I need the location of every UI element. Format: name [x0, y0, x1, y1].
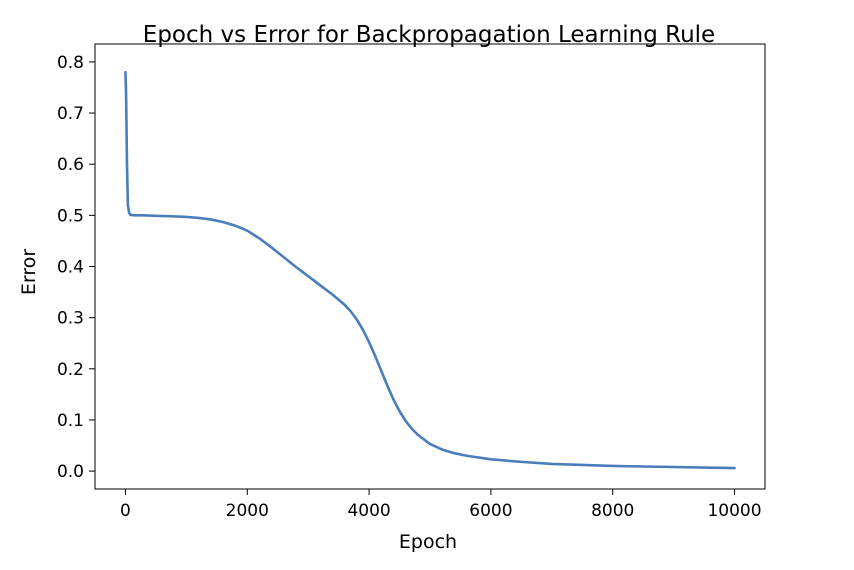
x-tick-label: 6000 — [469, 501, 512, 521]
y-tick-label: 0.8 — [57, 53, 84, 73]
y-tick-label: 0.1 — [57, 411, 84, 431]
x-axis-label: Epoch — [399, 531, 457, 553]
x-tick-label: 10000 — [707, 501, 761, 521]
y-axis: 0.0 0.1 0.2 0.3 0.4 0.5 0.6 0.7 0.8 — [57, 53, 95, 482]
y-tick-label: 0.2 — [57, 360, 84, 380]
y-tick-label: 0.0 — [57, 462, 84, 482]
plot-frame — [94, 43, 766, 490]
y-tick-label: 0.6 — [57, 155, 84, 175]
x-tick-label: 4000 — [347, 501, 390, 521]
x-axis: 0 2000 4000 6000 8000 10000 — [120, 489, 762, 521]
series-line — [124, 70, 736, 470]
x-tick-label: 2000 — [226, 501, 269, 521]
y-tick-label: 0.3 — [57, 309, 84, 329]
x-tick-label: 8000 — [591, 501, 634, 521]
y-tick-label: 0.4 — [57, 258, 84, 278]
y-axis-label: Error — [18, 249, 40, 296]
y-tick-label: 0.7 — [57, 104, 84, 124]
y-tick-label: 0.5 — [57, 206, 84, 226]
x-tick-label: 0 — [120, 501, 131, 521]
